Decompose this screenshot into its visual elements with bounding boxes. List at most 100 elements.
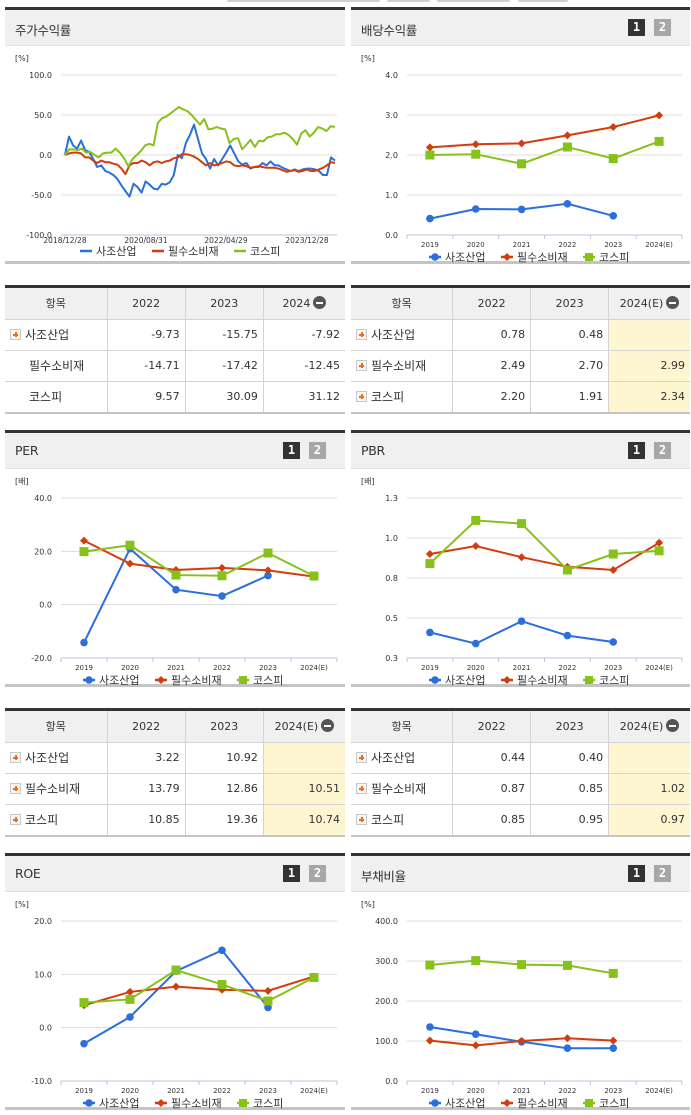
legend-item[interactable]: 사조산업 xyxy=(429,251,485,264)
top-tab-fragment[interactable] xyxy=(437,0,510,2)
legend-item[interactable]: 코스피 xyxy=(237,674,283,687)
data-point[interactable] xyxy=(563,131,572,140)
view-2-button[interactable]: 2 xyxy=(309,442,326,459)
row-label[interactable]: 필수소비재 xyxy=(351,773,454,805)
data-point[interactable] xyxy=(609,1044,618,1052)
data-point[interactable] xyxy=(217,571,227,581)
expand-plus-icon[interactable] xyxy=(356,329,367,340)
row-label[interactable]: 사조산업 xyxy=(5,319,108,351)
data-point[interactable] xyxy=(126,987,134,996)
legend-item[interactable]: 사조산업 xyxy=(80,245,136,258)
data-point[interactable] xyxy=(517,519,527,529)
data-point[interactable] xyxy=(562,960,572,970)
data-point[interactable] xyxy=(654,136,664,146)
data-point[interactable] xyxy=(218,592,226,600)
legend-item[interactable]: 코스피 xyxy=(234,245,280,258)
legend-item[interactable]: 필수소비재 xyxy=(155,1097,222,1110)
legend-item[interactable]: 필수소비재 xyxy=(501,674,568,687)
data-point[interactable] xyxy=(425,960,435,970)
data-point[interactable] xyxy=(425,550,434,558)
data-point[interactable] xyxy=(471,542,480,550)
view-1-button[interactable]: 1 xyxy=(628,865,645,882)
data-point[interactable] xyxy=(471,205,480,213)
legend-item[interactable]: 코스피 xyxy=(583,1097,629,1110)
data-point[interactable] xyxy=(517,617,526,625)
legend-item[interactable]: 필수소비재 xyxy=(501,251,568,264)
data-point[interactable] xyxy=(79,998,89,1008)
data-point[interactable] xyxy=(609,566,618,574)
view-2-button[interactable]: 2 xyxy=(309,865,326,882)
data-point[interactable] xyxy=(426,1023,434,1031)
row-label[interactable]: 코스피 xyxy=(5,804,108,835)
data-point[interactable] xyxy=(563,200,572,208)
data-point[interactable] xyxy=(125,540,135,550)
data-point[interactable] xyxy=(563,1034,572,1043)
data-point[interactable] xyxy=(471,1041,480,1050)
data-point[interactable] xyxy=(171,570,181,580)
row-label[interactable]: 코스피 xyxy=(351,804,454,835)
data-point[interactable] xyxy=(309,571,319,581)
expand-plus-icon[interactable] xyxy=(356,752,367,763)
data-point[interactable] xyxy=(471,1030,480,1038)
legend-item[interactable]: 코스피 xyxy=(583,251,629,264)
legend-item[interactable]: 사조산업 xyxy=(83,674,139,687)
data-point[interactable] xyxy=(425,559,435,569)
legend-item[interactable]: 사조산업 xyxy=(83,1097,139,1110)
data-point[interactable] xyxy=(171,965,181,975)
data-point[interactable] xyxy=(517,139,526,148)
data-point[interactable] xyxy=(609,1036,618,1045)
data-point[interactable] xyxy=(517,159,527,169)
data-point[interactable] xyxy=(218,563,226,572)
data-point[interactable] xyxy=(471,149,481,159)
data-point[interactable] xyxy=(608,154,618,164)
expand-plus-icon[interactable] xyxy=(10,783,21,794)
row-label[interactable]: 필수소비재 xyxy=(351,350,454,382)
expand-plus-icon[interactable] xyxy=(356,783,367,794)
data-point[interactable] xyxy=(517,553,526,562)
data-point[interactable] xyxy=(264,986,272,995)
data-point[interactable] xyxy=(655,111,664,120)
expand-plus-icon[interactable] xyxy=(10,752,21,763)
data-point[interactable] xyxy=(426,628,434,637)
data-point[interactable] xyxy=(608,968,618,978)
data-point[interactable] xyxy=(471,956,481,966)
data-point[interactable] xyxy=(80,1039,88,1048)
expand-plus-icon[interactable] xyxy=(356,814,367,826)
data-point[interactable] xyxy=(218,946,226,955)
data-point[interactable] xyxy=(609,212,618,220)
data-point[interactable] xyxy=(264,571,272,580)
data-point[interactable] xyxy=(517,1037,526,1045)
data-point[interactable] xyxy=(263,996,273,1006)
view-1-button[interactable]: 1 xyxy=(283,442,300,459)
data-point[interactable] xyxy=(426,214,434,223)
data-point[interactable] xyxy=(79,547,89,557)
row-label[interactable]: 필수소비재 xyxy=(5,773,108,805)
view-2-button[interactable]: 2 xyxy=(654,865,671,882)
row-label[interactable]: 사조산업 xyxy=(351,319,454,351)
data-point[interactable] xyxy=(609,123,618,131)
data-point[interactable] xyxy=(126,559,134,568)
collapse-icon[interactable] xyxy=(666,719,680,733)
collapse-icon[interactable] xyxy=(321,719,335,733)
top-tab-fragment[interactable] xyxy=(387,0,430,2)
view-2-button[interactable]: 2 xyxy=(654,442,671,459)
view-1-button[interactable]: 1 xyxy=(283,865,300,882)
data-point[interactable] xyxy=(80,536,88,545)
data-point[interactable] xyxy=(263,548,273,558)
data-point[interactable] xyxy=(655,538,664,547)
view-1-button[interactable]: 1 xyxy=(628,442,645,459)
collapse-icon[interactable] xyxy=(666,296,680,310)
data-point[interactable] xyxy=(425,1036,434,1045)
data-point[interactable] xyxy=(471,140,480,149)
data-point[interactable] xyxy=(562,142,572,152)
data-point[interactable] xyxy=(563,631,572,640)
top-tab-fragment[interactable] xyxy=(227,0,380,2)
data-point[interactable] xyxy=(126,1013,134,1021)
legend-item[interactable]: 필수소비재 xyxy=(501,1097,568,1110)
data-point[interactable] xyxy=(425,143,434,152)
legend-item[interactable]: 코스피 xyxy=(237,1097,283,1110)
data-point[interactable] xyxy=(264,566,272,575)
expand-plus-icon[interactable] xyxy=(10,329,21,340)
data-point[interactable] xyxy=(217,979,227,989)
expand-plus-icon[interactable] xyxy=(10,814,21,826)
